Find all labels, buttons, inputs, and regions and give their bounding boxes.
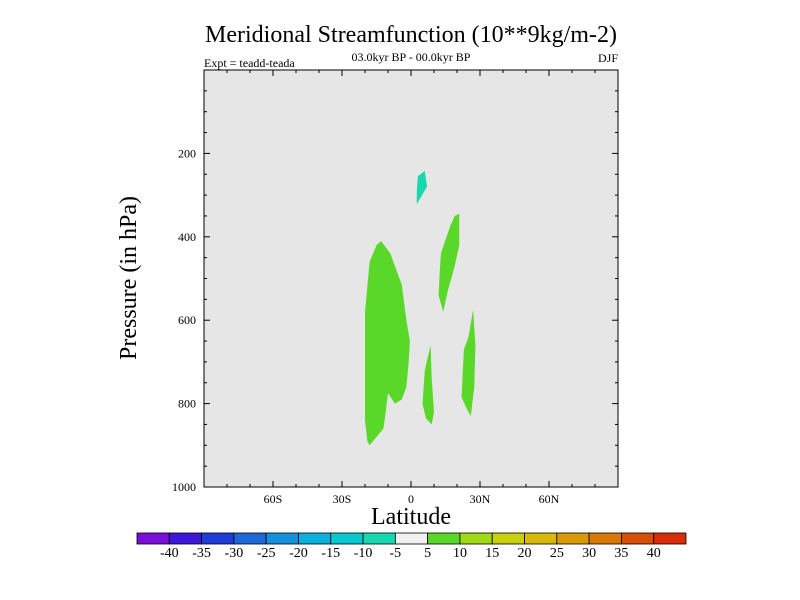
- colorbar-label: -35: [192, 546, 211, 561]
- colorbar-box: [491, 532, 525, 545]
- colorbar-label: -30: [225, 546, 244, 561]
- colorbar-label: -40: [160, 546, 179, 561]
- colorbar-label: 10: [453, 546, 467, 561]
- colorbar-box: [136, 532, 170, 545]
- colorbar-label: 25: [550, 546, 564, 561]
- colorbar-box: [524, 532, 558, 545]
- x-tick-label: 30N: [470, 492, 491, 506]
- colorbar-label: 30: [582, 546, 596, 561]
- colorbar-label: 5: [424, 546, 431, 561]
- plot-frame: [203, 69, 619, 488]
- colorbar-label: 35: [614, 546, 628, 561]
- x-tick-label: 0: [408, 492, 414, 506]
- positive-5-10-region-nh-column: [461, 309, 476, 417]
- x-tick-labels: 60S 30S 0 30N 60N: [264, 492, 560, 506]
- y-tick-labels: 200 400 600 800 1000: [172, 146, 196, 494]
- x-axis-label: Latitude: [371, 504, 451, 530]
- chart-title: Meridional Streamfunction (10**9kg/m-2): [205, 22, 617, 48]
- colorbar-box: [621, 532, 655, 545]
- x-tick-label: 30S: [333, 492, 352, 506]
- colorbar-label: -10: [354, 546, 373, 561]
- colorbar-label: -15: [321, 546, 340, 561]
- colorbar-box: [362, 532, 396, 545]
- colorbar-box: [394, 532, 429, 545]
- colorbar: [136, 532, 687, 545]
- y-tick-label: 200: [178, 146, 196, 160]
- colorbar-box: [233, 532, 267, 545]
- colorbar-labels: -40 -35 -30 -25 -20 -15 -10 -5 5 10 15 20 25 30 35 40: [160, 546, 661, 561]
- negative-10-5-region: [416, 170, 428, 205]
- y-tick-label: 600: [178, 313, 196, 327]
- colorbar-box: [265, 532, 299, 545]
- x-tick-label: 60S: [264, 492, 283, 506]
- colorbar-label: 15: [485, 546, 499, 561]
- expt-label: Expt = teadd-teada: [204, 56, 295, 70]
- positive-5-10-region-upper-nh: [438, 213, 460, 312]
- x-tick-label: 60N: [539, 492, 560, 506]
- y-tick-label: 400: [178, 230, 196, 244]
- colorbar-label: -5: [390, 546, 402, 561]
- colorbar-box: [427, 532, 461, 545]
- y-tick-label: 1000: [172, 480, 196, 494]
- colorbar-label: -20: [289, 546, 308, 561]
- colorbar-label: 40: [647, 546, 661, 561]
- y-tick-label: 800: [178, 397, 196, 411]
- colorbar-box: [459, 532, 493, 545]
- positive-5-10-region-sh: [365, 241, 410, 446]
- colorbar-label: -25: [257, 546, 276, 561]
- positive-5-10-region-lower-nh: [422, 345, 434, 425]
- y-axis-label: Pressure (in hPa): [116, 196, 142, 360]
- plot-background: [204, 70, 618, 487]
- contour-regions: [365, 170, 476, 446]
- colorbar-box: [298, 532, 332, 545]
- chart-subtitle: 03.0kyr BP - 00.0kyr BP: [352, 50, 471, 64]
- colorbar-box: [168, 532, 202, 545]
- colorbar-box: [653, 532, 687, 545]
- colorbar-box: [588, 532, 622, 545]
- colorbar-box: [556, 532, 590, 545]
- colorbar-box: [330, 532, 364, 545]
- colorbar-label: 20: [518, 546, 532, 561]
- colorbar-box: [201, 532, 235, 545]
- season-label: DJF: [598, 51, 618, 65]
